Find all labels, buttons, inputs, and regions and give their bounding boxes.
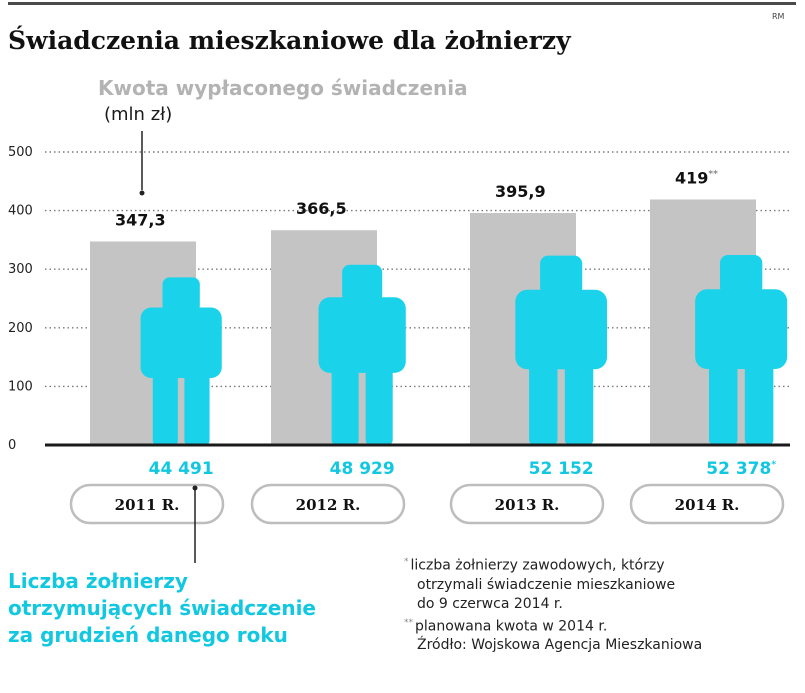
soldier-head [342,264,383,303]
headcount-value-label: 52 152 [529,459,594,479]
x-tick-label: 2012 R. [296,496,361,514]
year-pill [69,483,225,525]
y-axis-unit: (mln zł) [104,104,173,125]
year-pill [250,483,406,525]
soldier-leg [331,354,359,445]
amount-value-label: 366,5 [296,199,347,218]
x-axis-label-line-1: Liczba żołnierzy [8,569,188,593]
x-tick-label: 2013 R. [495,496,560,514]
soldier-figure [515,255,608,445]
footnote-2-mark: ** [404,617,413,628]
soldier-leg [365,354,393,445]
soldier-torso [695,289,788,369]
footnote-1-mark: * [404,557,409,567]
source-note: Źródło: Wojskowa Agencja Mieszkaniowa [417,637,703,654]
soldier-figure [318,264,406,445]
amount-value-label: 347,3 [115,210,166,229]
soldier-torso [140,307,222,378]
x-label-pointer-dot [192,485,198,491]
soldier-leg [529,350,558,445]
soldier-figure [140,277,222,445]
year-pill [629,483,785,525]
x-tick-label: 2014 R. [675,496,740,514]
soldier-leg [564,350,594,445]
soldier-torso [515,289,608,370]
y-tick-label: 500 [8,145,33,160]
soldier-head [540,255,583,296]
soldier-leg [744,350,774,445]
author-credit: RM [772,12,785,21]
footnote-2-text: planowana kwota w 2014 r. [415,618,608,635]
soldier-leg [708,350,738,445]
footnote-1-line-2: otrzymali świadczenie mieszkaniowe [417,576,676,593]
y-tick-label: 100 [8,379,33,394]
soldier-leg [184,361,210,445]
soldier-figure [695,255,788,445]
footnote-2-line: ** planowana kwota w 2014 r. [404,614,702,637]
x-tick-label: 2011 R. [115,496,180,514]
amount-value-label: 395,9 [495,182,546,201]
headcount-value-label: 44 491 [149,459,214,479]
x-axis-label-line-3: za grudzień danego roku [8,623,288,647]
footnotes: * liczba żołnierzy zawodowych, którzy otr… [404,553,702,655]
y-axis-label: Kwota wypłaconego świadczenia [98,76,468,100]
headcount-value-label: 48 929 [330,459,395,479]
chart-title: Świadczenia mieszkaniowe dla żołnierzy [8,26,571,55]
x-axis-label-line-2: otrzymujących świadczenie [8,596,316,620]
footnote-1-line-1: * liczba żołnierzy zawodowych, którzy [404,553,702,576]
y-tick-label: 200 [8,321,33,336]
soldier-head [720,255,763,295]
y-label-pointer-dot [139,190,145,196]
soldier-leg [152,361,178,445]
y-tick-label: 0 [8,438,16,453]
y-tick-label: 300 [8,262,33,277]
x-axis-label: Liczba żołnierzy otrzymujących świadczen… [8,568,368,649]
footnote-1-text-1: liczba żołnierzy zawodowych, którzy [410,557,665,574]
y-tick-label: 400 [8,204,33,219]
top-rule [8,2,796,5]
amount-value-label: 419** [675,168,718,187]
soldier-torso [318,297,406,373]
year-pill [449,483,605,525]
soldier-head [162,277,200,313]
footnote-1-line-3: do 9 czerwca 2014 r. [417,595,563,612]
headcount-value-label: 52 378* [706,459,776,479]
